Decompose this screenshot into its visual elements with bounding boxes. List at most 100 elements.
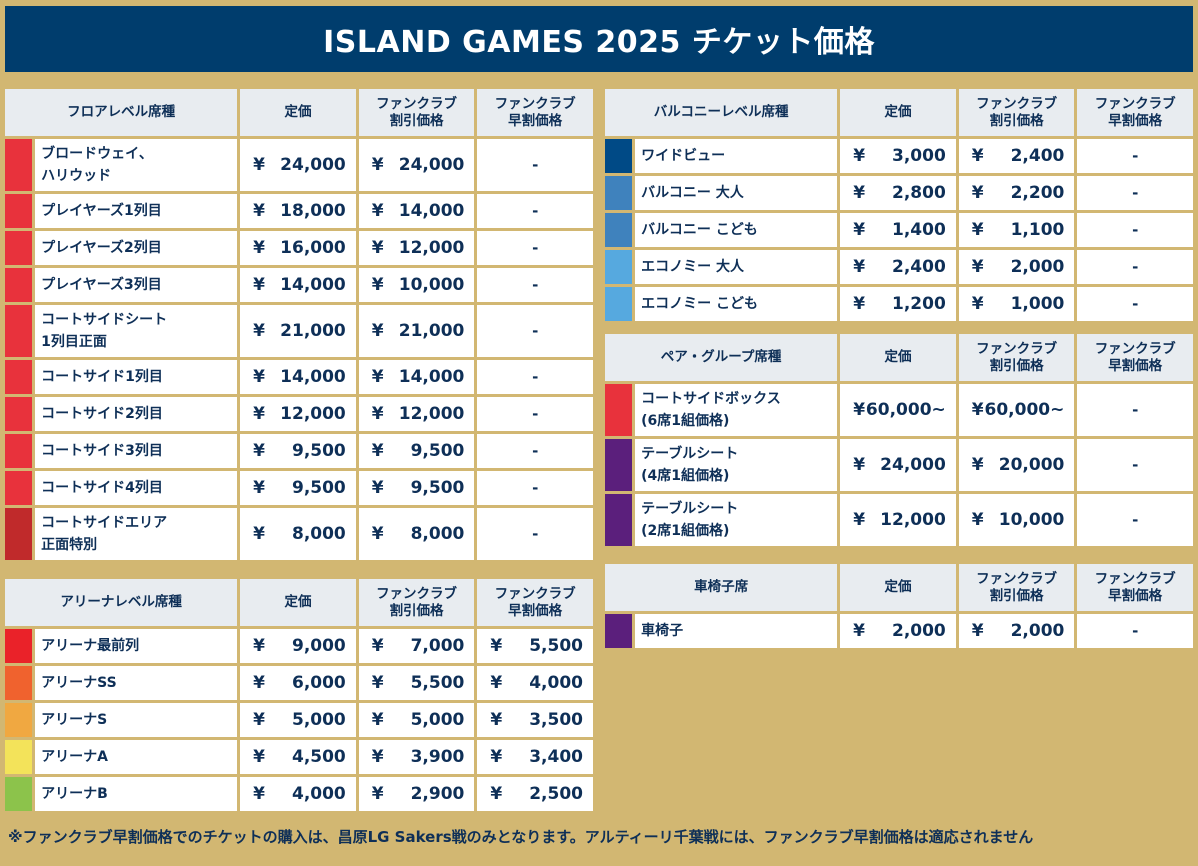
seat-name: エコノミー 大人 <box>632 247 841 287</box>
currency-symbol: ¥ <box>971 183 984 203</box>
table-row: アリーナS ¥5,000 ¥5,000 ¥3,500 <box>1 700 596 740</box>
currency-symbol: ¥ <box>971 294 984 314</box>
page-title: ISLAND GAMES 2025 チケット価格 <box>5 6 1193 72</box>
seat-color-swatch <box>1 302 36 360</box>
amount: 12,000 <box>398 404 465 424</box>
table-row: エコノミー 大人 ¥2,400 ¥2,000- <box>601 247 1196 287</box>
standard-price: ¥5,000 <box>237 700 359 740</box>
seat-color-swatch <box>601 491 636 549</box>
amount: 12,000 <box>398 238 465 258</box>
table-row: コートサイドエリア 正面特別 ¥8,000 ¥8,000- <box>1 505 596 563</box>
fanclub-early-header: ファンクラブ 早割価格 <box>1074 331 1196 384</box>
seat-color-swatch <box>1 357 36 397</box>
amount: 14,000 <box>280 367 346 387</box>
fanclub-discount-price: ¥2,200 <box>955 173 1078 213</box>
seat-color-swatch <box>1 700 36 740</box>
fanclub-early-header: ファンクラブ 早割価格 <box>474 576 596 629</box>
seat-name: ブロードウェイ、 ハリウッド <box>32 136 241 194</box>
fanclub-early-price: ¥3,400 <box>474 737 596 777</box>
amount: 2,800 <box>892 183 946 203</box>
amount: 4,000 <box>291 784 346 804</box>
currency-symbol: ¥ <box>371 238 384 258</box>
table-row: バルコニー 大人 ¥2,800 ¥2,200- <box>601 173 1196 213</box>
amount: 5,000 <box>291 710 346 730</box>
seat-name: バルコニー 大人 <box>632 173 841 213</box>
fanclub-early-price: - <box>1074 436 1196 494</box>
currency-symbol: ¥ <box>253 636 266 656</box>
amount: 2,500 <box>529 784 583 804</box>
table-row: テーブルシート (2席1組価格) ¥12,000 ¥10,000- <box>601 491 1196 549</box>
standard-price: ¥9,000 <box>237 626 359 666</box>
currency-symbol: ¥ <box>971 455 984 475</box>
fanclub-early-price: - <box>474 228 596 268</box>
seat-name: コートサイド4列目 <box>32 468 241 508</box>
amount: 6,000 <box>291 673 346 693</box>
table-row: エコノミー こども ¥1,200 ¥1,000- <box>601 284 1196 324</box>
standard-price-header: 定価 <box>837 561 959 614</box>
balcony-level-price-table: バルコニーレベル席種 定価 ファンクラブ 割引価格 ファンクラブ 早割価格 ワイドビュー… <box>601 86 1196 324</box>
currency-symbol: ¥ <box>853 294 866 314</box>
table-header-row: フロアレベル席種 定価 ファンクラブ 割引価格 ファンクラブ 早割価格 <box>1 86 596 139</box>
seat-name: アリーナSS <box>32 663 241 703</box>
seat-color-swatch <box>1 228 36 268</box>
currency-symbol: ¥ <box>253 478 266 498</box>
fanclub-discount-price: ¥5,500 <box>355 663 478 703</box>
seat-name: アリーナS <box>32 700 241 740</box>
table-row: ワイドビュー ¥3,000 ¥2,400- <box>601 136 1196 176</box>
fanclub-early-price: - <box>1074 491 1196 549</box>
amount: 4,500 <box>291 747 346 767</box>
standard-price: ¥1,200 <box>837 284 959 324</box>
seat-name: コートサイドボックス (6席1組価格) <box>632 381 841 439</box>
fanclub-discount-price: ¥2,000 <box>955 611 1078 651</box>
seat-color-swatch <box>601 136 636 176</box>
amount: 9,500 <box>291 441 346 461</box>
amount: 24,000 <box>398 155 465 175</box>
seat-color-swatch <box>1 737 36 777</box>
table-row: プレイヤーズ1列目 ¥18,000 ¥14,000- <box>1 191 596 231</box>
fanclub-early-price: - <box>1074 173 1196 213</box>
seat-name: アリーナA <box>32 737 241 777</box>
seat-name: アリーナB <box>32 774 241 814</box>
amount: 9,500 <box>410 441 465 461</box>
currency-symbol: ¥ <box>371 201 384 221</box>
currency-symbol: ¥ <box>371 710 384 730</box>
fanclub-early-price: - <box>1074 381 1196 439</box>
currency-symbol: ¥ <box>371 367 384 387</box>
fanclub-discount-price: ¥1,000 <box>955 284 1078 324</box>
seat-color-swatch <box>601 247 636 287</box>
fanclub-discount-price: ¥2,400 <box>955 136 1078 176</box>
currency-symbol: ¥ <box>253 275 266 295</box>
amount: 3,000 <box>892 146 946 166</box>
table-row: コートサイド4列目 ¥9,500 ¥9,500- <box>1 468 596 508</box>
table-row: コートサイド1列目 ¥14,000 ¥14,000- <box>1 357 596 397</box>
currency-symbol: ¥ <box>490 673 503 693</box>
seat-name: プレイヤーズ1列目 <box>32 191 241 231</box>
amount: 3,400 <box>529 747 583 767</box>
seat-type-header: アリーナレベル席種 <box>1 576 241 629</box>
currency-symbol: ¥ <box>853 146 866 166</box>
seat-type-header: ペア・グループ席種 <box>601 331 841 384</box>
table-row: プレイヤーズ3列目 ¥14,000 ¥10,000- <box>1 265 596 305</box>
amount: 21,000 <box>280 321 346 341</box>
seat-color-swatch <box>1 431 36 471</box>
fanclub-discount-price: ¥3,900 <box>355 737 478 777</box>
standard-price-header: 定価 <box>837 331 959 384</box>
seat-color-swatch <box>1 663 36 703</box>
seat-name: バルコニー こども <box>632 210 841 250</box>
fanclub-early-price: - <box>474 394 596 434</box>
fanclub-early-price: - <box>474 265 596 305</box>
fanclub-early-price: - <box>1074 210 1196 250</box>
seat-color-swatch <box>601 210 636 250</box>
seat-name: コートサイドシート 1列目正面 <box>32 302 241 360</box>
seat-color-swatch <box>601 611 636 651</box>
currency-symbol: ¥ <box>371 478 384 498</box>
currency-symbol: ¥ <box>253 784 266 804</box>
standard-price: ¥4,000 <box>237 774 359 814</box>
amount: 16,000 <box>280 238 346 258</box>
currency-symbol: ¥ <box>371 636 384 656</box>
table-header-row: バルコニーレベル席種 定価 ファンクラブ 割引価格 ファンクラブ 早割価格 <box>601 86 1196 139</box>
table-row: コートサイドシート 1列目正面 ¥21,000 ¥21,000- <box>1 302 596 360</box>
seat-name: コートサイド2列目 <box>32 394 241 434</box>
currency-symbol: ¥ <box>853 257 866 277</box>
currency-symbol: ¥ <box>253 155 266 175</box>
